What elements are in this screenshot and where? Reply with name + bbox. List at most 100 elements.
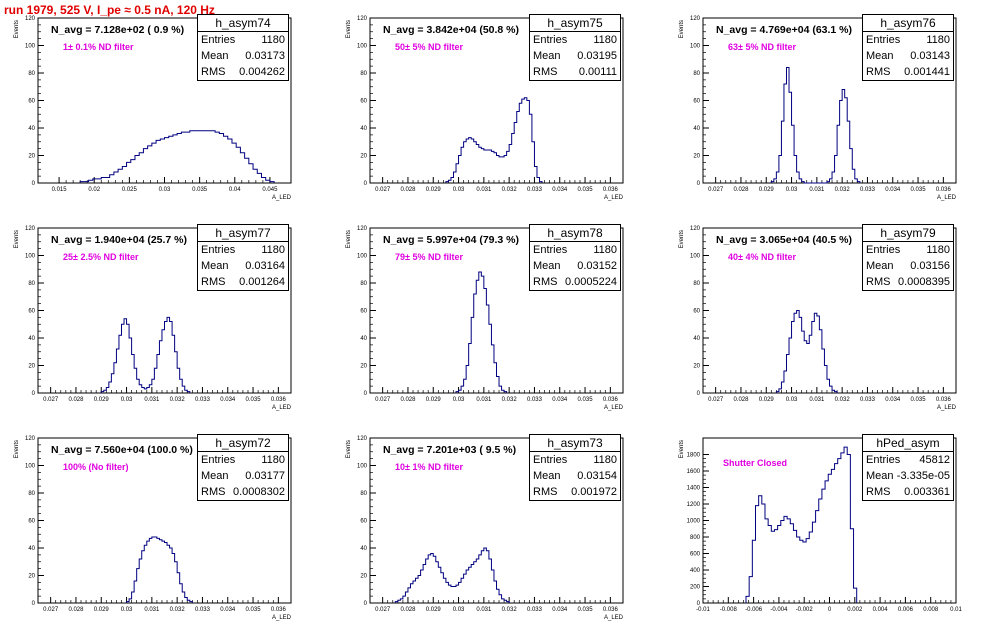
chart-4-stat-value-1: 0.03152 [577, 260, 617, 272]
chart-6-ytick-label-0: 0 [32, 601, 36, 607]
chart-1-panel: 0 20 40 60 80 100 120 0.027 0.028 0.029 0.03 0.031 0… [346, 16, 624, 201]
chart-8-stat-row-1: Mean -3.335e-05 [863, 468, 953, 484]
chart-4-xtick-label-7: 0.034 [552, 397, 568, 403]
chart-5-stat-row-0: Entries 1180 [863, 242, 953, 258]
chart-7-ytick-label-6: 120 [357, 436, 368, 442]
chart-5-stat-key-1: Mean [866, 260, 894, 272]
chart-0-ytick-label-2: 40 [28, 126, 35, 132]
chart-2-stat-box: h_asym76 Entries 1180 Mean 0.03143 RMS 0.00144… [862, 14, 954, 81]
chart-8-ytick-label-0: 0 [697, 601, 701, 607]
chart-3-xtick-label-6: 0.033 [195, 397, 211, 403]
chart-7-ytick-label-4: 80 [360, 491, 367, 497]
chart-4-ytick-label-1: 20 [360, 364, 367, 370]
chart-7-xtick-label-2: 0.029 [426, 607, 442, 613]
chart-3-xtick-label-7: 0.034 [220, 397, 236, 403]
chart-7-panel: 0 20 40 60 80 100 120 0.027 0.028 0.029 0.03 0.031 0… [346, 436, 624, 621]
chart-0-histogram [79, 130, 275, 183]
chart-0-ylabel: Events [14, 20, 20, 38]
chart-0-ytick-label-5: 100 [25, 44, 36, 50]
chart-2-xtick-label-9: 0.036 [936, 187, 952, 193]
chart-5-stat-row-1: Mean 0.03156 [863, 258, 953, 274]
chart-6-ytick-label-6: 120 [25, 436, 36, 442]
chart-3-stat-value-0: 1180 [261, 244, 285, 256]
chart-1-xtick-label-6: 0.033 [527, 187, 543, 193]
chart-1-note: 50± 5% ND filter [395, 42, 463, 52]
chart-8-stat-box: hPed_asym Entries 45812 Mean -3.335e-05 RMS 0.… [862, 434, 954, 501]
chart-5-stat-key-0: Entries [866, 244, 901, 256]
chart-8-panel: 0 200 400 600 800 1000 1200 1400 1600 1800 -0.01 -0… [679, 437, 962, 613]
chart-8-note: Shutter Closed [723, 458, 787, 468]
chart-0-stat-key-1: Mean [201, 50, 229, 62]
chart-6-xtick-label-1: 0.028 [68, 607, 84, 613]
chart-7-stat-row-0: Entries 1180 [530, 452, 620, 468]
chart-7-stat-key-1: Mean [533, 470, 561, 482]
chart-6-ytick-label-1: 20 [28, 574, 35, 580]
chart-3-xtick-label-0: 0.027 [43, 397, 59, 403]
chart-7-xtick-label-0: 0.027 [375, 607, 391, 613]
chart-2-ytick-label-4: 80 [693, 71, 700, 77]
chart-7-stat-value-1: 0.03154 [577, 470, 617, 482]
chart-3-stat-key-1: Mean [201, 260, 229, 272]
chart-1-ylabel: Events [346, 20, 352, 38]
chart-3-header: N_avg = 1.940e+04 (25.7 %) [51, 234, 187, 246]
chart-8-ytick-label-8: 1600 [687, 469, 701, 475]
chart-5-ytick-label-4: 80 [693, 281, 700, 287]
chart-5-xtick-label-5: 0.032 [835, 397, 851, 403]
chart-1-stat-key-0: Entries [533, 34, 568, 46]
chart-0-xtick-label-3: 0.03 [159, 187, 171, 193]
chart-6-panel: 0 20 40 60 80 100 120 0.027 0.028 0.029 0.03 0.031 0… [14, 436, 292, 621]
chart-0-ytick-label-6: 120 [25, 16, 36, 22]
chart-6-ytick-label-2: 40 [28, 546, 35, 552]
chart-8-stat-row-2: RMS 0.003361 [863, 484, 953, 500]
chart-0-stat-value-2: 0.004262 [239, 66, 285, 78]
chart-2-stat-row-1: Mean 0.03143 [863, 48, 953, 64]
chart-1-ytick-label-1: 20 [360, 154, 367, 160]
chart-0-xtick-label-6: 0.045 [262, 187, 278, 193]
chart-2-ytick-label-1: 20 [693, 154, 700, 160]
chart-2-xtick-label-0: 0.027 [708, 187, 724, 193]
chart-4-xtick-label-4: 0.031 [476, 397, 492, 403]
chart-0-stat-title: h_asym74 [198, 15, 288, 32]
chart-3-stat-row-1: Mean 0.03164 [198, 258, 288, 274]
chart-3-stat-row-2: RMS 0.001264 [198, 274, 288, 290]
chart-6-header: N_avg = 7.560e+04 (100.0 %) [51, 444, 193, 456]
chart-1-stat-row-1: Mean 0.03195 [530, 48, 620, 64]
chart-0-xtick-label-4: 0.035 [192, 187, 208, 193]
chart-8-ytick-label-1: 200 [690, 585, 701, 591]
chart-5-stat-value-1: 0.03156 [910, 260, 950, 272]
chart-1-stat-title: h_asym75 [530, 15, 620, 32]
chart-7-xtick-label-7: 0.034 [552, 607, 568, 613]
chart-0-ytick-label-1: 20 [28, 154, 35, 160]
chart-3-stat-value-2: 0.001264 [239, 276, 285, 288]
chart-2-stat-value-1: 0.03143 [910, 50, 950, 62]
chart-3-ytick-label-3: 60 [28, 309, 35, 315]
chart-4-ytick-label-4: 80 [360, 281, 367, 287]
chart-1-ytick-label-0: 0 [364, 181, 368, 187]
chart-6-stat-value-2: 0.0008302 [233, 486, 285, 498]
chart-6-ytick-label-4: 80 [28, 491, 35, 497]
chart-5-ytick-label-1: 20 [693, 364, 700, 370]
chart-0-xlabel: A_LED [272, 195, 292, 201]
chart-4-ytick-label-2: 40 [360, 336, 367, 342]
chart-6-stat-key-2: RMS [201, 486, 226, 498]
page-title: run 1979, 525 V, I_pe ≈ 0.5 nA, 120 Hz [4, 3, 215, 17]
chart-3-histogram [100, 316, 191, 393]
chart-4-stat-key-1: Mean [533, 260, 561, 272]
chart-4-stat-value-2: 0.0005224 [565, 276, 617, 288]
chart-4-stat-row-0: Entries 1180 [530, 242, 620, 258]
chart-1-xtick-label-8: 0.035 [578, 187, 594, 193]
chart-3-xtick-label-2: 0.029 [94, 397, 110, 403]
chart-7-xtick-label-5: 0.032 [502, 607, 518, 613]
chart-3-ytick-label-4: 80 [28, 281, 35, 287]
chart-5-stat-row-2: RMS 0.0008395 [863, 274, 953, 290]
chart-1-xtick-label-7: 0.034 [552, 187, 568, 193]
chart-8-xtick-label-0: -0.01 [696, 607, 710, 613]
chart-4-header: N_avg = 5.997e+04 (79.3 %) [383, 234, 519, 246]
chart-4-stat-box: h_asym78 Entries 1180 Mean 0.03152 RMS 0.00052… [529, 224, 621, 291]
chart-2-xtick-label-2: 0.029 [759, 187, 775, 193]
chart-6-xlabel: A_LED [272, 615, 292, 621]
chart-6-ylabel: Events [14, 440, 20, 458]
chart-0-xtick-label-0: 0.015 [52, 187, 68, 193]
chart-8-stat-key-2: RMS [866, 486, 891, 498]
chart-5-ytick-label-2: 40 [693, 336, 700, 342]
